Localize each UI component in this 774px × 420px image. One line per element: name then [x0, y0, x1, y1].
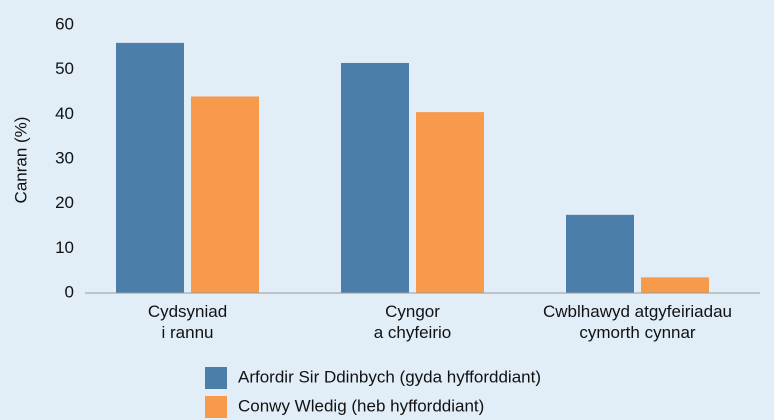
y-tick-label: 0: [65, 282, 74, 301]
bar: [416, 112, 484, 293]
legend-swatch: [205, 367, 227, 389]
x-tick-label: Cyngor a chyfeirio: [374, 302, 451, 342]
y-tick-label: 20: [55, 193, 74, 212]
x-tick-label-line: a chyfeirio: [374, 323, 451, 342]
bar: [191, 96, 259, 293]
x-tick-label-line: i rannu: [162, 323, 214, 342]
y-tick-label: 60: [55, 14, 74, 33]
bar: [341, 62, 409, 293]
x-tick-label: Cydsyniad i rannu: [148, 302, 227, 342]
x-tick-label-line: Cydsyniad: [148, 302, 227, 321]
y-tick-label: 40: [55, 104, 74, 123]
y-tick-label: 10: [55, 238, 74, 257]
x-tick-label: Cwblhawyd atgyfeiriadau cymorth cynnar: [543, 302, 732, 342]
bar: [641, 277, 709, 293]
x-tick-label-line: Cwblhawyd atgyfeiriadau: [543, 302, 732, 321]
x-tick-label-line: Cyngor: [385, 302, 440, 321]
x-tick-label-line: cymorth cynnar: [579, 323, 696, 342]
bar: [566, 214, 634, 293]
y-tick-label: 50: [55, 59, 74, 78]
y-tick-label: 30: [55, 148, 74, 167]
bar: [116, 42, 184, 293]
legend-label: Arfordir Sir Ddinbych (gyda hyfforddiant…: [238, 367, 541, 386]
legend-swatch: [205, 396, 227, 418]
y-axis-label: Canran (%): [11, 117, 30, 204]
legend-label: Conwy Wledig (heb hyfforddiant): [238, 396, 484, 415]
